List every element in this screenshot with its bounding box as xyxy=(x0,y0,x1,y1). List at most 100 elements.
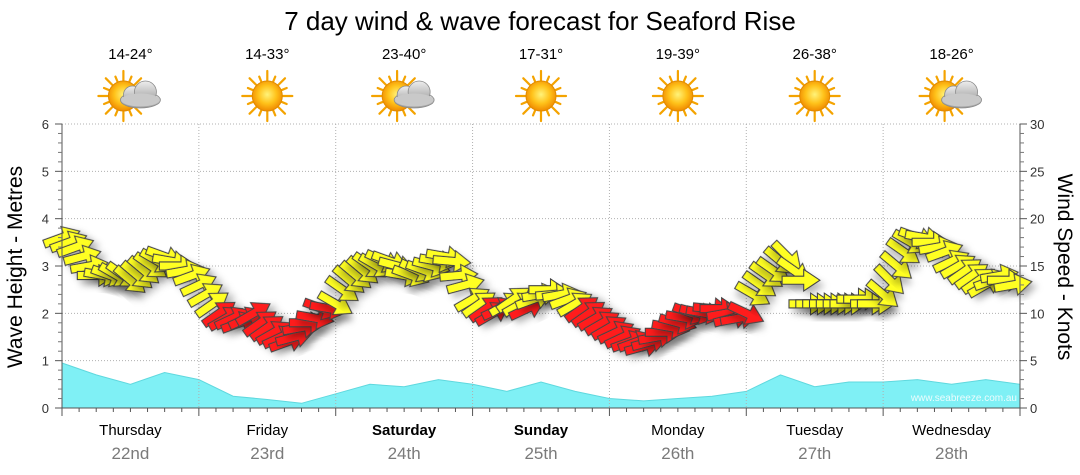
sun-ray xyxy=(924,100,932,106)
plot-area xyxy=(62,124,1020,408)
sun-ray xyxy=(258,108,263,117)
sun-ray xyxy=(376,100,385,106)
y-axis-right-label: Wind Speed - Knots xyxy=(1053,174,1076,361)
partly-cloudy-icon xyxy=(371,69,435,123)
sun-ray xyxy=(128,75,133,84)
sun-ray xyxy=(545,75,551,84)
sun-ray xyxy=(935,75,940,84)
sun-ray xyxy=(682,108,688,117)
temperature-range: 26-38° xyxy=(793,46,837,63)
sun-ray xyxy=(276,105,287,115)
sunny-icon xyxy=(788,69,841,123)
y-right-tick-label: 10 xyxy=(1030,306,1044,321)
sun-ray xyxy=(657,100,666,106)
sun-ray xyxy=(949,108,954,117)
sun-ray xyxy=(668,75,674,84)
sun-ray xyxy=(104,77,114,87)
sun-ray xyxy=(520,86,529,92)
sun-ray xyxy=(114,75,119,84)
wind-arrow xyxy=(865,278,899,308)
cloud-fill xyxy=(942,93,981,107)
sun-ray xyxy=(805,75,811,84)
y-right-tick-label: 15 xyxy=(1030,259,1044,274)
sun-ray xyxy=(657,86,666,92)
sun-ray xyxy=(794,86,803,92)
sun-ray xyxy=(687,105,697,115)
sun-ray xyxy=(378,77,388,87)
sun-ray xyxy=(824,77,834,87)
wind-speed-series xyxy=(42,225,1033,358)
sun-ray xyxy=(553,86,562,92)
day-label: Sunday xyxy=(514,422,569,439)
temperature-range: 14-33° xyxy=(245,46,289,63)
y-left-tick-label: 2 xyxy=(42,306,49,321)
y-right-tick-label: 20 xyxy=(1030,212,1044,227)
sun-ray xyxy=(128,108,133,117)
sun-ray xyxy=(659,77,669,87)
sunny-icon xyxy=(651,69,705,123)
y-left-tick-label: 4 xyxy=(42,212,49,227)
sun-ray xyxy=(924,86,932,92)
sun-ray xyxy=(949,75,954,84)
wind-arrow xyxy=(781,268,821,293)
sun-ray xyxy=(248,105,258,115)
sun-disc xyxy=(799,80,831,112)
sun-ray xyxy=(550,77,560,87)
sun-ray xyxy=(545,108,551,117)
sun-ray xyxy=(388,108,393,117)
chart-title: 7 day wind & wave forecast for Seaford R… xyxy=(284,6,796,36)
temperature-range: 19-39° xyxy=(656,46,700,63)
sun-ray xyxy=(805,108,811,117)
plot-background xyxy=(62,124,1020,408)
sunny-icon xyxy=(514,69,568,123)
sun-ray xyxy=(690,86,699,92)
sun-ray xyxy=(522,77,532,87)
date-label: 26th xyxy=(661,444,694,463)
sun-ray xyxy=(520,100,529,106)
cloud-fill xyxy=(395,93,434,107)
wind-arrow xyxy=(193,292,229,319)
sun-ray xyxy=(925,77,936,87)
date-label: 23rd xyxy=(250,444,284,463)
day-label: Tuesday xyxy=(786,422,843,439)
temperature-range: 23-40° xyxy=(382,46,426,63)
sun-ray xyxy=(682,75,688,84)
sun-ray xyxy=(114,108,119,117)
sun-ray xyxy=(550,105,560,115)
y-axis-left-label: Wave Height - Metres xyxy=(4,166,27,368)
sun-ray xyxy=(102,86,111,92)
cloud-fill xyxy=(121,93,160,107)
wind-arrow xyxy=(726,300,765,325)
sun-ray xyxy=(276,77,287,87)
wind-arrow xyxy=(993,272,1033,297)
y-right-tick-label: 30 xyxy=(1030,117,1044,132)
sun-ray xyxy=(925,105,936,115)
partly-cloudy-icon xyxy=(918,69,982,123)
watermark: www.seabreeze.com.au xyxy=(910,393,1017,404)
wind-arrow xyxy=(873,263,905,295)
sun-ray xyxy=(531,108,537,117)
day-label: Saturday xyxy=(372,422,437,439)
day-label: Monday xyxy=(651,422,705,439)
y-left-tick-label: 0 xyxy=(42,401,49,416)
sun-ray xyxy=(132,77,143,87)
sun-ray xyxy=(659,105,669,115)
y-right-tick-label: 5 xyxy=(1030,354,1037,369)
sun-ray xyxy=(690,100,699,106)
partly-cloudy-icon xyxy=(97,69,161,123)
y-right-tick-label: 25 xyxy=(1030,164,1044,179)
sun-ray xyxy=(271,108,277,117)
sun-ray xyxy=(401,75,407,84)
sun-ray xyxy=(794,100,803,106)
sun-ray xyxy=(378,105,388,115)
sun-disc xyxy=(251,80,283,112)
sun-ray xyxy=(376,86,385,92)
sun-ray xyxy=(553,100,562,106)
sun-ray xyxy=(388,75,393,84)
day-label: Thursday xyxy=(99,422,162,439)
sun-ray xyxy=(280,86,288,92)
sun-ray xyxy=(280,100,288,106)
sun-ray xyxy=(824,105,834,115)
wind-arrow xyxy=(878,249,913,279)
y-left-tick-label: 1 xyxy=(42,354,49,369)
